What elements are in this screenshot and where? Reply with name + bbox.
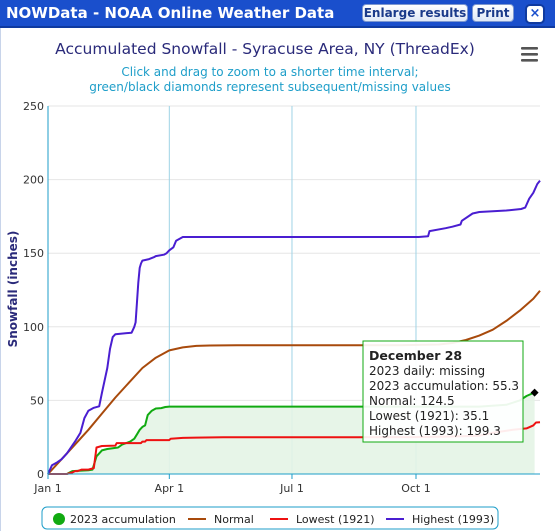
title-bar: NOWData - NOAA Online Weather Data Enlar… bbox=[0, 0, 555, 28]
print-button[interactable]: Print bbox=[472, 4, 514, 22]
legend-label: 2023 accumulation bbox=[70, 513, 176, 526]
chart-frame bbox=[0, 28, 555, 531]
menu-icon[interactable] bbox=[518, 44, 542, 64]
x-tick-label: Apr 1 bbox=[155, 482, 185, 495]
x-tick-label: Jul 1 bbox=[279, 482, 304, 495]
axes: 0 50 100 150 200 250 Jan 1 Apr 1 Jul 1 Oct 1 bbox=[23, 100, 540, 495]
y-axis-label: Snowfall (inches) bbox=[6, 231, 20, 348]
y-tick-label: 150 bbox=[23, 247, 44, 260]
tooltip-line: Normal: 124.5 bbox=[369, 394, 455, 408]
legend-label: Lowest (1921) bbox=[296, 513, 375, 526]
legend-dot-icon bbox=[53, 513, 65, 525]
tooltip-date: December 28 bbox=[369, 348, 462, 363]
y-tick-label: 0 bbox=[37, 468, 44, 481]
legend-label: Normal bbox=[214, 513, 254, 526]
tooltip-line: 2023 daily: missing bbox=[369, 364, 485, 378]
legend-label: Highest (1993) bbox=[412, 513, 494, 526]
legend: 2023 accumulation Normal Lowest (1921) High… bbox=[41, 506, 499, 530]
y-tick-label: 200 bbox=[23, 174, 44, 187]
tooltip-line: Lowest (1921): 35.1 bbox=[369, 409, 489, 423]
y-tick-label: 250 bbox=[23, 100, 44, 113]
chart-title: Accumulated Snowfall - Syracuse Area, NY… bbox=[55, 40, 475, 58]
tooltip-line: Highest (1993): 199.3 bbox=[369, 424, 501, 438]
close-icon[interactable]: × bbox=[525, 4, 545, 24]
y-tick-label: 100 bbox=[23, 321, 44, 334]
y-tick-label: 50 bbox=[30, 394, 44, 407]
app-title: NOWData - NOAA Online Weather Data bbox=[6, 4, 335, 22]
x-tick-label: Oct 1 bbox=[401, 482, 431, 495]
x-tick-label: Jan 1 bbox=[33, 482, 61, 495]
series-line bbox=[47, 290, 541, 475]
tooltip: December 28 2023 daily: missing 2023 acc… bbox=[362, 340, 524, 443]
chart-subtitle-line1: Click and drag to zoom to a shorter time… bbox=[121, 65, 418, 79]
hover-marker-diamond bbox=[530, 388, 539, 397]
tooltip-line: 2023 accumulation: 55.3 bbox=[369, 379, 519, 393]
series-line bbox=[47, 179, 541, 475]
chart-subtitle-line2: green/black diamonds represent subsequen… bbox=[89, 80, 450, 94]
enlarge-results-button[interactable]: Enlarge results bbox=[362, 4, 468, 22]
